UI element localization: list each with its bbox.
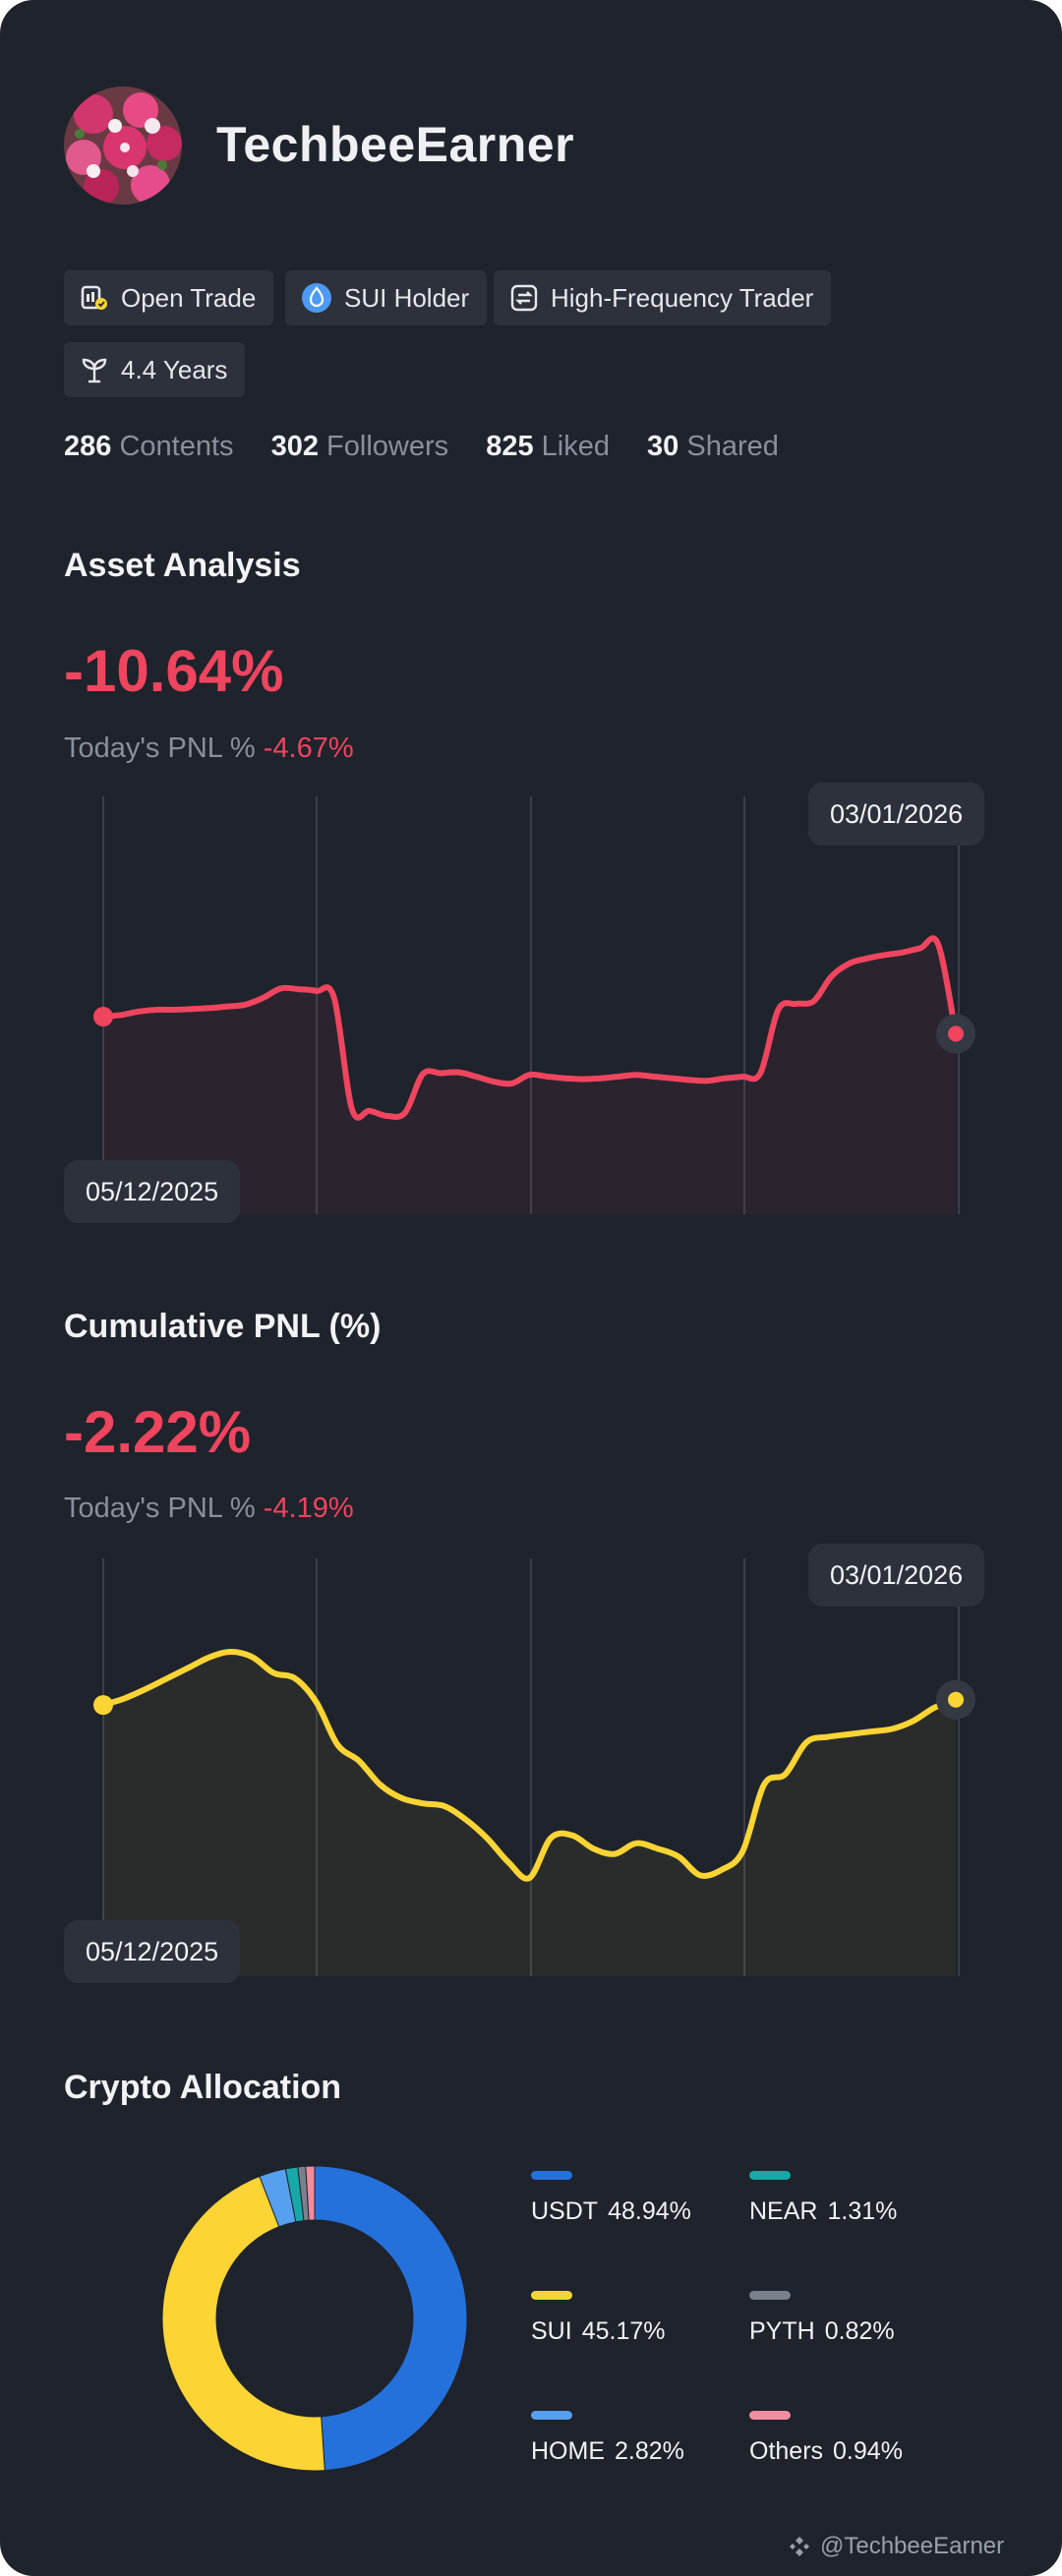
stat-liked-label: Liked [541,431,610,462]
cumulative-start-date: 05/12/2025 [64,1920,241,1983]
stat-contents-count: 286 [64,431,112,462]
sui-drop-icon [302,283,331,313]
tag-label: SUI Holder [344,282,470,313]
username: TechbeeEarner [216,117,575,172]
asset-analysis-title: Asset Analysis [64,547,301,584]
legend-usdt: USDT 48.94% [531,2171,691,2226]
allocation-donut-chart[interactable] [157,2161,472,2476]
legend-name: SUI [531,2317,572,2345]
asset-series-end-point [948,1025,964,1042]
stat-followers-count: 302 [270,431,319,462]
stat-shared-label: Shared [686,431,779,462]
legend-name: USDT [531,2197,599,2225]
donut-slice-others[interactable] [305,2165,316,2221]
legend-name: HOME [531,2437,605,2465]
pnl-series-area [103,1652,956,1976]
cumulative-pnl-title: Cumulative PNL (%) [64,1308,382,1345]
legend-name: Others [749,2437,824,2465]
stat-contents-label[interactable]: Contents [119,431,234,462]
legend-sui: SUI 45.17% [531,2291,665,2346]
legend-pyth: PYTH 0.82% [749,2291,895,2346]
cumulative-pnl-chart[interactable] [0,1544,1062,1986]
binance-logo-icon [790,2537,809,2556]
legend-pct: 0.94% [833,2437,903,2465]
today-pnl-label: Today's PNL % [64,732,256,764]
legend-swatch [749,2171,791,2180]
asset-analysis-value: -10.64% [64,638,284,704]
stat-liked-count: 825 [486,431,534,462]
asset-end-date: 03/01/2026 [808,783,985,846]
legend-swatch [531,2291,572,2300]
donut-slice-sui[interactable] [161,2175,325,2472]
swap-arrows-icon [510,284,538,312]
legend-pct: 48.94% [608,2197,691,2225]
pnl-series-line [100,1649,959,1882]
legend-name: NEAR [749,2197,818,2225]
profile-stats: 286 Contents 302 Followers 825 Liked 30 … [64,431,808,463]
pnl-series-start-point [93,1695,113,1716]
cumulative-pnl-today: Today's PNL % -4.19% [64,1493,354,1525]
today-pnl-label: Today's PNL % [64,1493,256,1524]
pnl-series-end-point [948,1691,964,1708]
legend-others: Others 0.94% [749,2411,903,2466]
tag-label: 4.4 Years [121,354,228,384]
stat-followers-label[interactable]: Followers [326,431,449,462]
today-pnl-value: -4.19% [263,1493,354,1524]
legend-pct: 45.17% [581,2317,666,2345]
stat-shared-count: 30 [647,431,679,462]
asset-series-start-point [93,1007,113,1027]
legend-home: HOME 2.82% [531,2411,684,2466]
watermark-handle: @TechbeeEarner [820,2533,1005,2559]
tag-sui-holder[interactable]: SUI Holder [285,270,488,325]
cumulative-pnl-value: -2.22% [64,1399,252,1465]
watermark: @TechbeeEarner [787,2533,1004,2560]
asset-start-date: 05/12/2025 [64,1160,241,1223]
avatar[interactable] [64,87,182,205]
crypto-allocation-title: Crypto Allocation [64,2069,342,2106]
tag-high-frequency-trader[interactable]: High-Frequency Trader [494,270,832,325]
tag-label: Open Trade [121,282,257,313]
asset-analysis-today: Today's PNL % -4.67% [64,732,354,765]
legend-name: PYTH [749,2317,815,2345]
tag-label: High-Frequency Trader [551,282,814,313]
donut-slice-usdt[interactable] [314,2165,468,2472]
sprout-icon [82,358,107,383]
tag-years[interactable]: 4.4 Years [64,342,246,397]
legend-swatch [749,2291,791,2300]
cumulative-end-date: 03/01/2026 [808,1544,985,1607]
asset-series-line [100,935,959,1121]
legend-swatch [749,2411,791,2420]
legend-swatch [531,2171,572,2180]
legend-pct: 0.82% [824,2317,895,2345]
open-trade-icon [81,285,107,310]
legend-near: NEAR 1.31% [749,2171,897,2226]
legend-pct: 1.31% [827,2197,898,2225]
legend-swatch [531,2411,572,2420]
legend-pct: 2.82% [615,2437,684,2465]
tag-open-trade[interactable]: Open Trade [64,270,274,325]
asset-analysis-chart[interactable] [0,782,1062,1224]
today-pnl-value: -4.67% [263,732,354,764]
